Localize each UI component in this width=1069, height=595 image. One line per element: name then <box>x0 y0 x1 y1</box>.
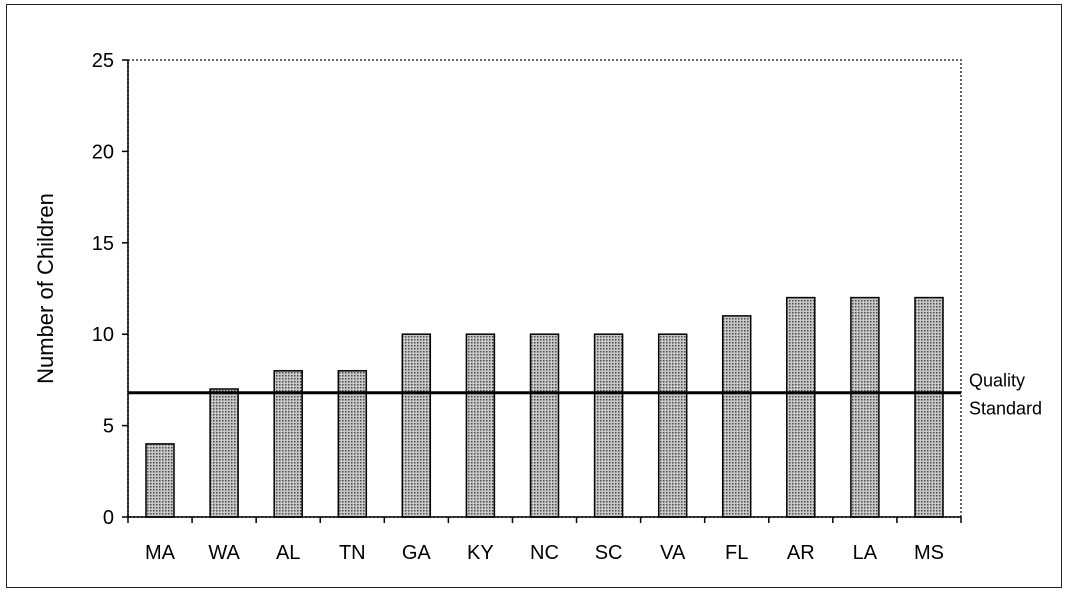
bar-ms <box>914 296 944 518</box>
x-tick-label-sc: SC <box>595 542 623 564</box>
y-tick-label-15: 15 <box>92 233 114 255</box>
y-tick-label-20: 20 <box>92 141 114 163</box>
x-tick-label-la: LA <box>853 542 878 564</box>
x-tick-label-nc: NC <box>530 542 559 564</box>
bar-ar <box>786 296 816 518</box>
x-tick-label-ma: MA <box>145 542 176 564</box>
x-tick-label-tn: TN <box>339 542 366 564</box>
y-tick-label-10: 10 <box>92 324 114 346</box>
y-tick-label-25: 25 <box>92 50 114 72</box>
bar-sc <box>593 333 624 518</box>
y-tick-label-0: 0 <box>103 507 114 529</box>
x-tick-label-ar: AR <box>787 542 815 564</box>
bar-va <box>657 333 688 518</box>
x-tick-label-al: AL <box>276 542 300 564</box>
y-axis-title: Number of Children <box>33 193 58 384</box>
bar-al <box>273 370 303 518</box>
quality-standard-label-line2: Standard <box>969 399 1042 419</box>
x-tick-label-va: VA <box>660 542 686 564</box>
bar-la <box>850 296 880 518</box>
plot-area <box>127 59 962 518</box>
y-tick-label-5: 5 <box>103 416 114 438</box>
x-tick-label-ky: KY <box>467 542 494 564</box>
bar-tn <box>337 370 368 518</box>
bar-ky <box>465 333 496 518</box>
bar-nc <box>529 333 560 518</box>
x-tick-label-ms: MS <box>914 542 944 564</box>
chart-frame <box>6 4 1062 588</box>
x-tick-label-ga: GA <box>402 542 432 564</box>
x-tick-label-wa: WA <box>208 542 240 564</box>
x-tick-label-fl: FL <box>725 542 748 564</box>
bar-ga <box>401 333 432 518</box>
quality-standard-label-line1: Quality <box>969 371 1025 391</box>
bar-wa <box>209 388 239 518</box>
bar-fl <box>721 315 752 518</box>
bar-ma <box>145 443 175 518</box>
